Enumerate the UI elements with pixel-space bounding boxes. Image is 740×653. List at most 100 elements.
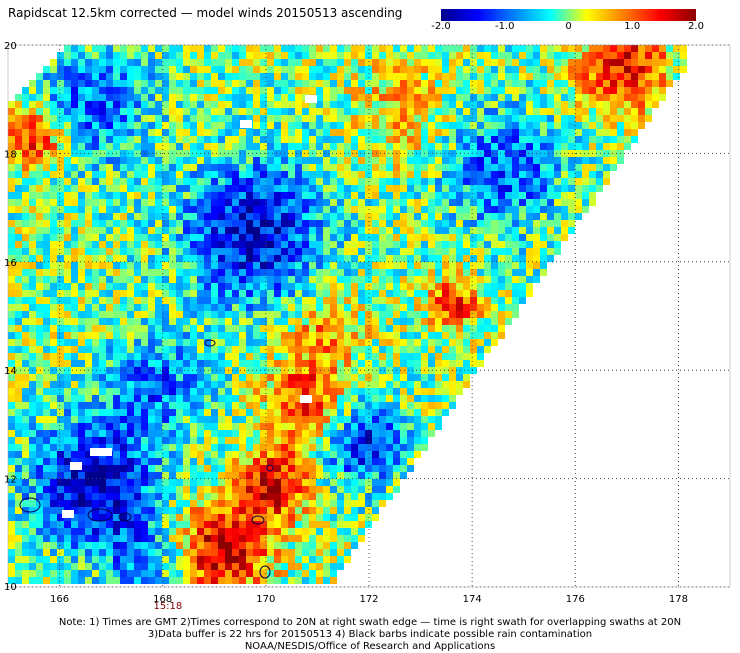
wind-cell [85,332,92,339]
wind-cell [323,115,330,122]
wind-cell [596,143,603,150]
wind-cell [463,311,470,318]
wind-cell [295,276,302,283]
wind-cell [29,409,36,416]
wind-cell [428,339,435,346]
wind-cell [603,94,610,101]
wind-cell [183,192,190,199]
wind-cell [197,388,204,395]
wind-cell [316,276,323,283]
wind-cell [106,213,113,220]
wind-cell [246,199,253,206]
wind-cell [281,430,288,437]
wind-cell [323,311,330,318]
wind-cell [246,381,253,388]
wind-cell [232,248,239,255]
wind-cell [71,325,78,332]
wind-cell [85,192,92,199]
wind-cell [358,220,365,227]
wind-cell [449,381,456,388]
wind-cell [120,472,127,479]
wind-cell [22,94,29,101]
wind-cell [260,325,267,332]
wind-cell [113,87,120,94]
wind-cell [435,115,442,122]
wind-cell [78,276,85,283]
wind-cell [50,115,57,122]
wind-cell [85,437,92,444]
wind-cell [148,255,155,262]
wind-cell [554,80,561,87]
wind-cell [407,66,414,73]
wind-cell [43,262,50,269]
wind-cell [176,493,183,500]
wind-cell [638,122,645,129]
wind-cell [316,451,323,458]
wind-cell [127,94,134,101]
wind-cell [372,304,379,311]
wind-cell [8,122,15,129]
wind-cell [155,52,162,59]
wind-cell [372,150,379,157]
wind-cell [92,192,99,199]
wind-cell [449,227,456,234]
wind-cell [218,367,225,374]
wind-cell [281,479,288,486]
wind-cell [43,374,50,381]
wind-cell [99,122,106,129]
wind-cell [232,122,239,129]
wind-cell [113,493,120,500]
wind-cell [512,150,519,157]
wind-cell [358,311,365,318]
wind-cell [281,157,288,164]
wind-cell [484,192,491,199]
wind-cell [428,227,435,234]
wind-cell [120,423,127,430]
wind-cell [589,164,596,171]
wind-cell [232,402,239,409]
wind-cell [540,255,547,262]
wind-cell [183,304,190,311]
wind-cell [344,241,351,248]
wind-cell [351,213,358,220]
wind-cell [106,437,113,444]
wind-cell [85,269,92,276]
wind-cell [533,192,540,199]
wind-cell [393,227,400,234]
wind-cell [470,192,477,199]
wind-cell [15,290,22,297]
wind-cell [477,297,484,304]
wind-cell [603,73,610,80]
wind-cell [582,94,589,101]
wind-cell [225,458,232,465]
wind-cell [155,276,162,283]
wind-cell [78,192,85,199]
wind-cell [85,493,92,500]
wind-cell [218,136,225,143]
wind-cell [64,325,71,332]
wind-cell [113,500,120,507]
wind-cell [71,451,78,458]
wind-cell [78,59,85,66]
wind-cell [379,178,386,185]
wind-cell [337,276,344,283]
wind-cell [92,87,99,94]
wind-cell [309,59,316,66]
wind-cell [561,73,568,80]
wind-cell [386,276,393,283]
wind-cell [505,234,512,241]
wind-cell [92,199,99,206]
wind-cell [281,318,288,325]
wind-cell [71,66,78,73]
wind-cell [379,227,386,234]
wind-cell [50,87,57,94]
wind-cell [484,234,491,241]
wind-cell [533,234,540,241]
wind-cell [358,129,365,136]
wind-cell [239,486,246,493]
wind-cell [358,402,365,409]
wind-cell [526,276,533,283]
wind-cell [232,325,239,332]
wind-cell [169,143,176,150]
wind-cell [246,234,253,241]
